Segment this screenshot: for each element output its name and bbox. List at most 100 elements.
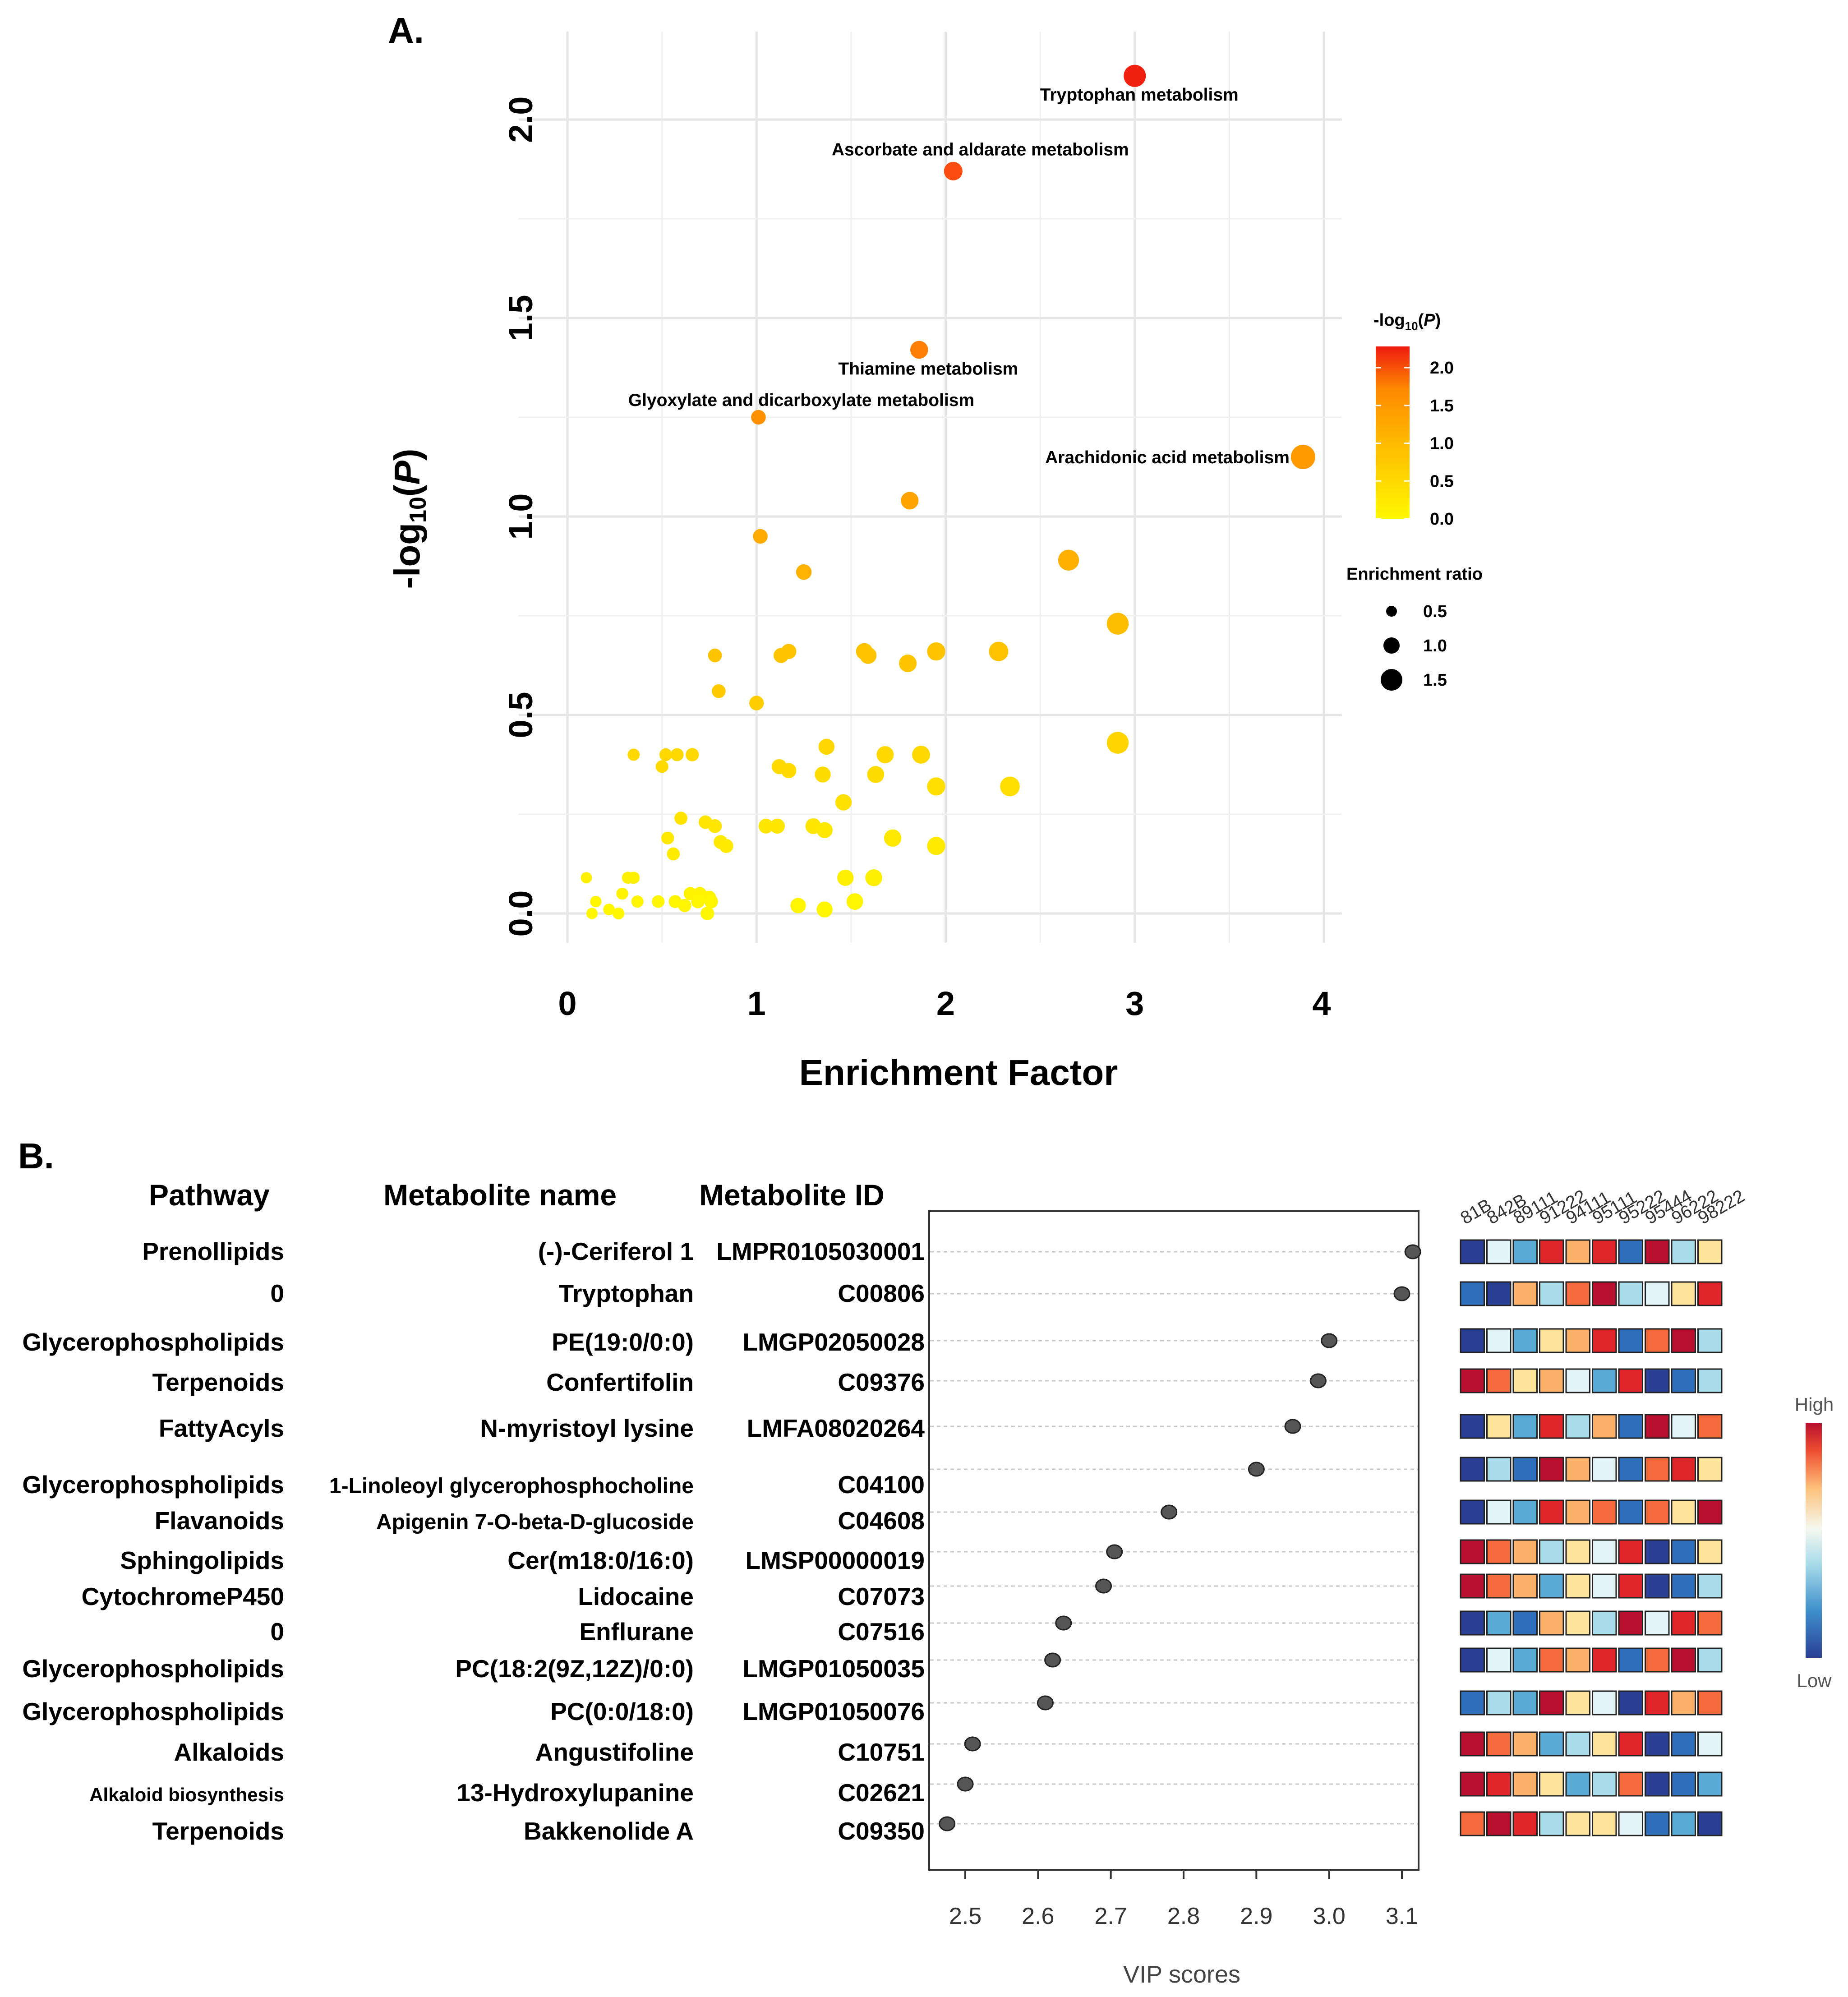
heatmap-cell bbox=[1618, 1610, 1643, 1636]
point-label: Glyoxylate and dicarboxylate metabolism bbox=[628, 391, 974, 410]
heatmap-cell bbox=[1618, 1414, 1643, 1439]
heatmap-cell bbox=[1539, 1610, 1564, 1636]
vip-point bbox=[1309, 1373, 1327, 1388]
color-legend-tick-label: 1.5 bbox=[1430, 397, 1454, 415]
heatmap-cell bbox=[1460, 1368, 1485, 1393]
vip-tick-label: 2.7 bbox=[1095, 1903, 1127, 1929]
color-legend-tick-label: 2.0 bbox=[1430, 359, 1454, 378]
heatmap-cell bbox=[1539, 1414, 1564, 1439]
scatter-point bbox=[758, 818, 774, 834]
heatmap-cell bbox=[1486, 1414, 1512, 1439]
size-legend-dot bbox=[1383, 637, 1400, 654]
heatmap-cell bbox=[1697, 1647, 1723, 1673]
vip-point bbox=[1106, 1544, 1123, 1559]
heatmap-cell bbox=[1486, 1573, 1512, 1599]
heatmap-cell bbox=[1539, 1239, 1564, 1264]
heatmap-cell bbox=[1645, 1239, 1670, 1264]
heatmap-cell bbox=[1671, 1647, 1696, 1673]
heatmap-cell bbox=[1486, 1690, 1512, 1716]
scatter-point bbox=[652, 895, 665, 908]
row-pathway: Sphingolipids bbox=[120, 1546, 284, 1574]
scatter-point bbox=[655, 760, 668, 773]
heatmap-cell bbox=[1618, 1368, 1643, 1393]
heatmap-cell bbox=[1697, 1610, 1723, 1636]
scatter-point bbox=[876, 746, 894, 764]
heatmap-cell bbox=[1539, 1281, 1564, 1306]
heatmap-cell bbox=[1460, 1731, 1485, 1757]
heatmap-cell bbox=[1671, 1771, 1696, 1797]
heatmap-cell bbox=[1512, 1328, 1538, 1353]
panel-b: B. Pathway Metabolite name Metabolite ID… bbox=[18, 1136, 1834, 1988]
heatmap-cell bbox=[1697, 1690, 1723, 1716]
scatter-point bbox=[749, 696, 764, 710]
heatmap-cell bbox=[1565, 1368, 1590, 1393]
row-metabolite-name: Apigenin 7-O-beta-D-glucoside bbox=[376, 1510, 694, 1534]
heatmap-cell bbox=[1618, 1239, 1643, 1264]
heatmap-cell bbox=[1697, 1368, 1723, 1393]
vip-point bbox=[957, 1776, 974, 1792]
scatter-point bbox=[835, 794, 852, 811]
scatter-point bbox=[627, 872, 640, 884]
x-tick-label: 1 bbox=[747, 985, 766, 1022]
heatmap-cell bbox=[1486, 1610, 1512, 1636]
scatter-point bbox=[1290, 445, 1315, 469]
row-metabolite-name: Angustifoline bbox=[535, 1738, 694, 1766]
panel-b-label: B. bbox=[18, 1136, 54, 1176]
scatter-point bbox=[674, 812, 688, 825]
heatmap-cell bbox=[1592, 1368, 1617, 1393]
heatmap-cell bbox=[1512, 1499, 1538, 1525]
row-metabolite-name: Enflurane bbox=[579, 1618, 694, 1646]
panel-a-label: A. bbox=[388, 10, 424, 51]
color-legend-tick-label: 0.0 bbox=[1430, 510, 1454, 529]
heatmap-cell bbox=[1486, 1457, 1512, 1482]
heatmap-cell bbox=[1565, 1573, 1590, 1599]
scatter-point bbox=[631, 895, 644, 908]
heatmap-cell bbox=[1592, 1573, 1617, 1599]
vip-point bbox=[1044, 1652, 1061, 1668]
row-metabolite-name: PE(19:0/0:0) bbox=[552, 1328, 694, 1356]
heatmap-cell bbox=[1671, 1539, 1696, 1564]
row-pathway: Prenollipids bbox=[142, 1237, 284, 1265]
scatter-point bbox=[661, 831, 674, 845]
scatter-point bbox=[708, 648, 722, 663]
scatter-point bbox=[700, 906, 714, 921]
y-tick-label: 0.0 bbox=[502, 890, 539, 937]
vip-tick-label: 2.9 bbox=[1240, 1903, 1272, 1929]
row-metabolite-id: LMSP00000019 bbox=[746, 1546, 925, 1574]
heatmap-legend-high: High bbox=[1795, 1394, 1834, 1415]
vip-tick-label: 2.5 bbox=[949, 1903, 982, 1929]
scatter-point bbox=[1124, 65, 1146, 87]
scatter-point bbox=[603, 904, 615, 916]
row-metabolite-name: Tryptophan bbox=[559, 1279, 694, 1307]
heatmap-cell bbox=[1618, 1647, 1643, 1673]
heatmap-cell bbox=[1512, 1690, 1538, 1716]
heatmap-cell bbox=[1592, 1457, 1617, 1482]
size-legend-dot bbox=[1381, 669, 1402, 691]
header-pathway: Pathway bbox=[149, 1178, 270, 1212]
heatmap-cell bbox=[1671, 1368, 1696, 1393]
heatmap-cell bbox=[1645, 1573, 1670, 1599]
row-metabolite-id: LMGP01050035 bbox=[742, 1655, 925, 1683]
row-metabolite-name: Cer(m18:0/16:0) bbox=[507, 1546, 694, 1574]
y-tick-label: 2.0 bbox=[502, 97, 539, 143]
vip-points bbox=[939, 1244, 1421, 1831]
scatter-point bbox=[753, 529, 768, 544]
heatmap-cell bbox=[1512, 1647, 1538, 1673]
heatmap-cell bbox=[1592, 1690, 1617, 1716]
heatmap-cell bbox=[1645, 1499, 1670, 1525]
row-metabolite-name: Bakkenolide A bbox=[524, 1817, 694, 1845]
heatmap-cell bbox=[1460, 1690, 1485, 1716]
heatmap-cell bbox=[1565, 1811, 1590, 1836]
size-legend-label: 1.5 bbox=[1423, 671, 1447, 690]
heatmap-cell bbox=[1645, 1811, 1670, 1836]
scatter-point bbox=[712, 684, 726, 698]
panel-a-x-axis-title: Enrichment Factor bbox=[799, 1052, 1118, 1093]
heatmap-cell bbox=[1645, 1690, 1670, 1716]
scatter-point bbox=[927, 777, 945, 796]
scatter-point bbox=[818, 738, 835, 755]
color-legend-tick-label: 0.5 bbox=[1430, 472, 1454, 491]
scatter-point bbox=[1000, 776, 1020, 797]
legend-title-open: ( bbox=[1418, 311, 1424, 330]
point-label: Arachidonic acid metabolism bbox=[1045, 448, 1290, 467]
